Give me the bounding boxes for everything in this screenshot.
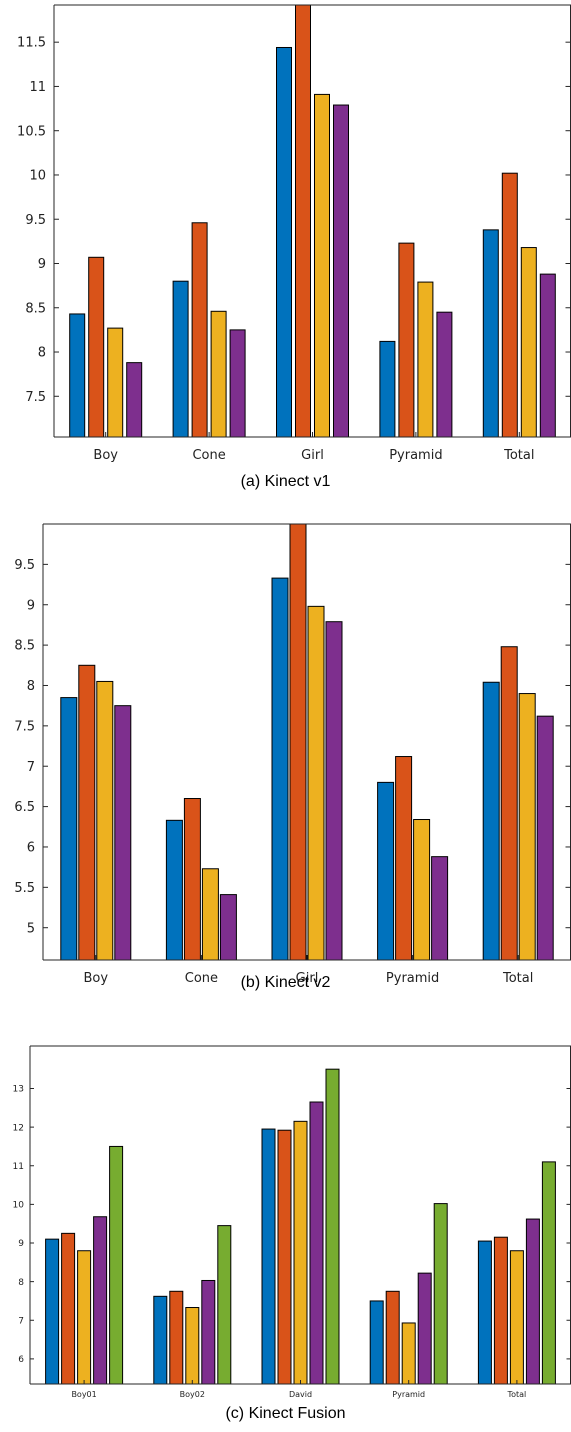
x-tick-label: Pyramid [386, 971, 439, 986]
chart-panel-kinect-v1: 7.5 8 8.5 9 9.5 10 10.5 11 11.5 Boy Cone Girl Pyrami… [0, 0, 571, 505]
bar-boy02-series-2 [169, 1290, 184, 1385]
chart-kinect-v1: 7.5 8 8.5 9 9.5 10 10.5 11 11.5 Boy Cone Girl Pyrami… [17, 4, 571, 463]
y-tick-label: 11 [13, 1162, 24, 1172]
y-tick-label: 10.5 [17, 124, 46, 139]
y-tick-label: 5.5 [14, 881, 35, 896]
x-tick-label: Girl [301, 448, 324, 463]
bar-david-series-5 [325, 1068, 340, 1385]
x-tick-label: Total [507, 1390, 527, 1399]
x-tick-label: Boy02 [180, 1390, 205, 1399]
y-tick-label: 7 [27, 760, 35, 775]
y-tick-label: 9.5 [14, 558, 35, 573]
y-tick-label: 9 [18, 1239, 24, 1249]
bar-total-series-4 [525, 1218, 540, 1385]
y-tick-label: 7 [18, 1316, 24, 1326]
y-tick-label: 7.5 [25, 390, 46, 405]
bars [45, 1068, 556, 1385]
chart-caption-kinect-fusion: (c) Kinect Fusion [225, 1405, 346, 1422]
y-tick-label: 8 [18, 1278, 24, 1288]
x-tick-label: Boy01 [71, 1390, 96, 1399]
y-tick-label: 8 [27, 679, 35, 694]
y-tick-label: 11 [29, 80, 46, 95]
y-tick-label: 8.5 [14, 639, 35, 654]
bar-david-series-3 [293, 1120, 308, 1385]
y-tick-label: 8 [38, 346, 46, 361]
y-tick-label: 7.5 [14, 719, 35, 734]
bar-pyramid-series-4 [417, 1272, 432, 1385]
y-tick-label: 6 [27, 841, 35, 856]
x-tick-label: Cone [192, 448, 225, 463]
y-tick-label: 9 [38, 257, 46, 272]
bar-pyramid-series-3 [401, 1322, 416, 1385]
y-tick-label: 10 [29, 169, 46, 184]
x-tick-label: Boy [93, 448, 118, 463]
bar-boy01-series-4 [93, 1216, 108, 1385]
y-tick-label: 8.5 [25, 301, 46, 316]
x-tick-label: Total [502, 971, 533, 986]
bar-pyramid-series-1 [369, 1300, 384, 1385]
bar-boy02-series-3 [185, 1307, 200, 1385]
bar-boy01-series-5 [109, 1145, 124, 1385]
x-tick-label: David [289, 1390, 312, 1399]
bar-david-series-2 [277, 1129, 292, 1385]
y-tick-label: 11.5 [17, 36, 46, 51]
y-tick-label: 10 [13, 1201, 25, 1211]
y-tick-label: 13 [13, 1085, 24, 1095]
x-tick-label: Pyramid [392, 1390, 425, 1399]
bar-boy01-series-2 [61, 1232, 76, 1385]
bar-david-series-4 [309, 1101, 324, 1385]
bar-boy01-series-3 [77, 1250, 92, 1385]
bars [60, 523, 554, 961]
bar-boy02-series-1 [153, 1295, 168, 1385]
bar-pyramid-series-5 [433, 1203, 448, 1385]
y-tick-label: 6 [18, 1355, 24, 1365]
y-tick-label: 5 [27, 921, 35, 936]
y-tick-label: 6.5 [14, 800, 35, 815]
bar-total-series-2 [493, 1236, 508, 1385]
chart-kinect-v2: 5 5.5 6 6.5 7 7.5 8 8.5 9 9.5 Boy Cone Girl Pyramid To… [14, 523, 571, 986]
chart-caption-kinect-v2: (b) Kinect v2 [240, 974, 331, 991]
y-tick-label: 9.5 [25, 213, 46, 228]
chart-panel-kinect-v2: 5 5.5 6 6.5 7 7.5 8 8.5 9 9.5 Boy Cone Girl Pyramid To… [14, 523, 571, 991]
chart-caption-kinect-v1: (a) Kinect v1 [240, 473, 331, 490]
bar-boy02-series-4 [201, 1279, 216, 1385]
bar-boy02-series-5 [217, 1225, 232, 1385]
x-tick-label: Total [503, 448, 534, 463]
y-tick-label: 9 [27, 598, 35, 613]
x-tick-label: Pyramid [389, 448, 442, 463]
bar-pyramid-series-2 [385, 1290, 400, 1385]
bar-total-series-1 [477, 1240, 492, 1385]
bar-total-series-3 [509, 1250, 524, 1385]
bar-total-series-5 [541, 1161, 556, 1385]
x-tick-label: Boy [84, 971, 109, 986]
y-tick-label: 12 [13, 1123, 24, 1133]
bar-david-series-1 [261, 1128, 276, 1385]
x-tick-label: Cone [185, 971, 218, 986]
x-tick-label: Girl [296, 971, 319, 986]
bar-boy01-series-1 [45, 1238, 60, 1385]
bars [69, 4, 556, 438]
